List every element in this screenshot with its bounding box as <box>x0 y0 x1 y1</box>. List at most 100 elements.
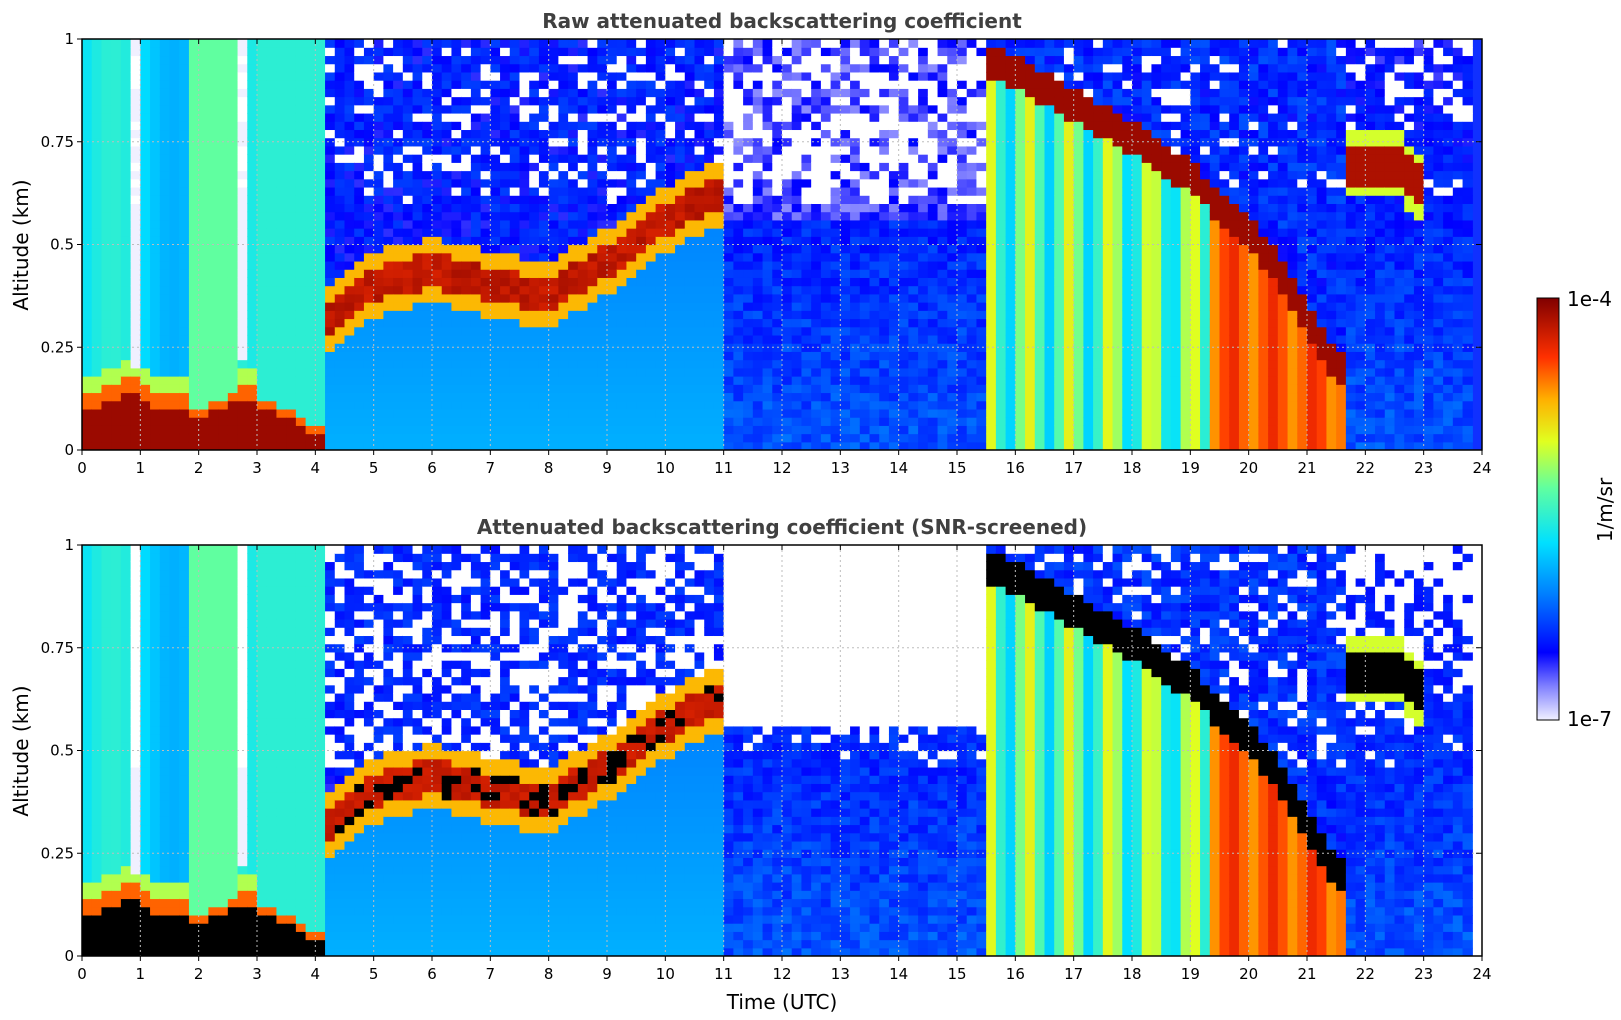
heatmap-cell <box>315 425 326 435</box>
heatmap-cell <box>898 252 909 262</box>
heatmap-cell <box>150 63 161 73</box>
heatmap-cell <box>655 425 666 435</box>
heatmap-cell <box>733 170 744 180</box>
heatmap-cell <box>587 121 598 131</box>
heatmap-cell <box>675 195 686 204</box>
heatmap-cell <box>188 170 200 180</box>
heatmap-cell <box>694 302 705 311</box>
heatmap-cell <box>344 112 355 122</box>
heatmap-cell <box>120 236 132 246</box>
heatmap-cell <box>1015 302 1026 311</box>
heatmap-cell <box>976 170 987 180</box>
heatmap-cell <box>723 178 734 188</box>
heatmap-cell <box>840 408 851 418</box>
heatmap-cell <box>743 392 754 402</box>
heatmap-cell <box>120 63 132 73</box>
heatmap-cell <box>733 302 744 311</box>
heatmap-cell <box>480 425 491 435</box>
heatmap-cell <box>811 228 822 237</box>
heatmap-cell <box>325 269 336 278</box>
heatmap-cell <box>247 178 258 188</box>
heatmap-cell <box>325 170 336 180</box>
heatmap-cell <box>208 186 219 196</box>
heatmap-cell <box>257 55 268 65</box>
heatmap-cell <box>383 441 394 450</box>
heatmap-cell <box>655 244 666 254</box>
heatmap-cell <box>850 96 861 106</box>
heatmap-cell <box>1025 334 1036 344</box>
heatmap-cell <box>820 154 832 163</box>
heatmap-cell <box>577 260 589 270</box>
heatmap-cell <box>684 326 696 336</box>
heatmap-cell <box>120 178 132 188</box>
heatmap-cell <box>830 112 841 122</box>
heatmap-cell <box>859 195 871 204</box>
heatmap-cell <box>830 63 841 73</box>
heatmap-cell <box>1044 367 1055 377</box>
heatmap-cell <box>1025 63 1036 73</box>
heatmap-cell <box>422 39 433 48</box>
heatmap-cell <box>237 334 248 344</box>
heatmap-cell <box>101 104 112 114</box>
heatmap-cell <box>480 277 491 287</box>
heatmap-cell <box>966 425 978 435</box>
heatmap-cell <box>986 433 997 443</box>
heatmap-cell <box>568 88 579 98</box>
heatmap-cell <box>607 310 618 320</box>
heatmap-cell <box>198 195 209 204</box>
heatmap-cell <box>723 334 734 344</box>
heatmap-cell <box>801 400 812 410</box>
heatmap-cell <box>82 178 93 188</box>
heatmap-cell <box>966 96 978 106</box>
heatmap-cell <box>995 39 1007 48</box>
heatmap-cell <box>820 367 832 377</box>
heatmap-cell <box>373 129 384 139</box>
heatmap-cell <box>694 104 705 114</box>
heatmap-cell <box>266 236 278 246</box>
heatmap-cell <box>995 112 1007 122</box>
heatmap-cell <box>1015 285 1026 295</box>
heatmap-cell <box>198 55 209 65</box>
heatmap-cell <box>548 154 559 163</box>
heatmap-cell <box>325 80 336 89</box>
heatmap-cell <box>879 359 890 369</box>
heatmap-cell <box>918 170 929 180</box>
heatmap-cell <box>412 392 423 402</box>
heatmap-cell <box>675 219 686 229</box>
heatmap-cell <box>733 326 744 336</box>
heatmap-cell <box>859 162 871 172</box>
heatmap-cell <box>558 170 569 180</box>
heatmap-cell <box>733 277 744 287</box>
heatmap-cell <box>645 112 657 122</box>
heatmap-cell <box>704 137 715 147</box>
heatmap-cell <box>286 260 297 270</box>
heatmap-cell <box>169 63 180 73</box>
heatmap-cell <box>995 417 1007 426</box>
heatmap-cell <box>966 63 978 73</box>
heatmap-cell <box>470 162 482 172</box>
heatmap-cell <box>480 384 491 394</box>
heatmap-cell <box>373 334 384 344</box>
heatmap-cell <box>266 433 278 443</box>
heatmap-cell <box>752 145 764 155</box>
heatmap-cell <box>850 441 861 450</box>
heatmap-cell <box>694 195 705 204</box>
heatmap-cell <box>1044 392 1055 402</box>
heatmap-cell <box>840 367 851 377</box>
heatmap-cell <box>276 186 287 196</box>
heatmap-cell <box>422 96 433 106</box>
heatmap-cell <box>626 269 637 278</box>
heatmap-cell <box>859 425 871 435</box>
heatmap-cell <box>869 137 880 147</box>
heatmap-cell <box>704 88 715 98</box>
heatmap-cell <box>840 384 851 394</box>
heatmap-cell <box>645 219 657 229</box>
heatmap-cell <box>208 121 219 131</box>
heatmap-cell <box>713 80 725 89</box>
heatmap-cell <box>490 121 501 131</box>
heatmap-cell <box>1034 343 1046 352</box>
heatmap-cell <box>480 441 491 450</box>
heatmap-cell <box>276 71 287 81</box>
heatmap-cell <box>850 211 861 221</box>
heatmap-cell <box>888 162 900 172</box>
